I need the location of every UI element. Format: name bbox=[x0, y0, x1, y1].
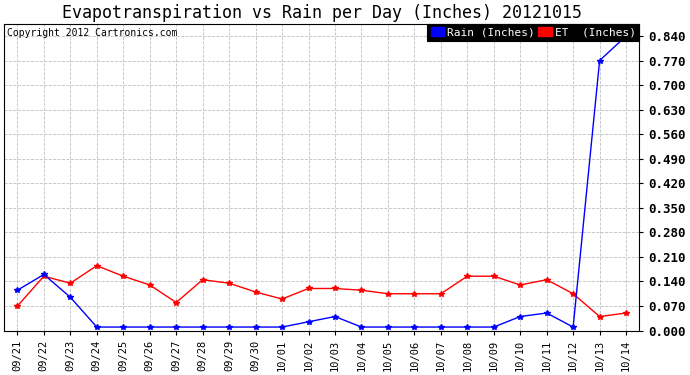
Text: Copyright 2012 Cartronics.com: Copyright 2012 Cartronics.com bbox=[8, 28, 178, 38]
Title: Evapotranspiration vs Rain per Day (Inches) 20121015: Evapotranspiration vs Rain per Day (Inch… bbox=[61, 4, 582, 22]
Legend: Rain (Inches), ET  (Inches): Rain (Inches), ET (Inches) bbox=[427, 24, 640, 41]
